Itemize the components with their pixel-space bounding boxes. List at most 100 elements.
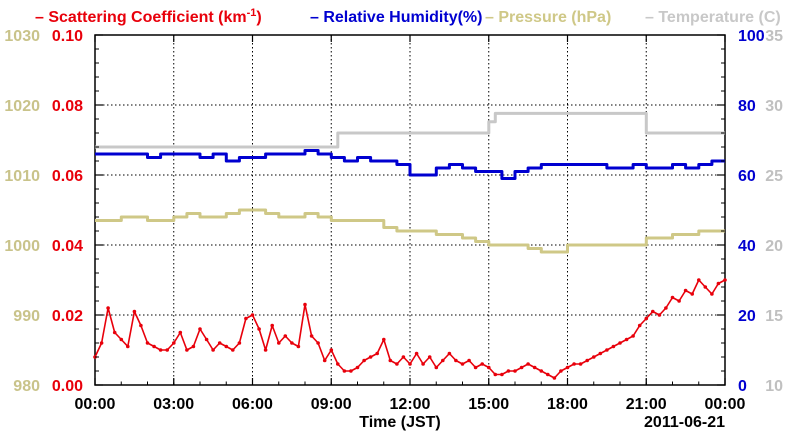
scattering-point [112, 330, 117, 335]
scattering-axis-tick-label: 0.06 [52, 168, 83, 185]
scattering-point [145, 341, 150, 345]
temperature-series [95, 111, 725, 149]
scattering-point [539, 369, 544, 373]
pressure-axis-tick-label: 1030 [4, 28, 40, 45]
scattering-point [578, 362, 583, 366]
scattering-point [270, 323, 275, 328]
scattering-point [565, 365, 570, 370]
humidity-axis-tick-label: 40 [738, 238, 756, 255]
scattering-point [559, 369, 563, 373]
scattering-point [532, 365, 537, 370]
scattering-point [158, 348, 163, 352]
scattering-point [546, 372, 550, 377]
scattering-point [165, 348, 169, 352]
scattering-point [191, 344, 196, 349]
plot-frame [94, 34, 726, 386]
temperature-series-line [95, 111, 725, 149]
scattering-point [316, 341, 320, 345]
scattering-point [290, 341, 294, 345]
humidity-series [95, 149, 725, 180]
scattering-point [388, 358, 393, 363]
scattering-point [592, 355, 596, 359]
scattering-point [513, 369, 517, 373]
pressure-axis-tick-label: 1020 [4, 98, 40, 115]
scattering-point [303, 302, 307, 307]
scattering-point [99, 341, 104, 345]
scattering-point [217, 341, 222, 345]
scattering-point [703, 285, 708, 289]
scattering-point [185, 348, 189, 352]
pressure-axis-tick-label: 980 [13, 378, 40, 395]
scattering-point [414, 351, 419, 356]
humidity-axis-tick-label: 20 [738, 308, 756, 325]
scattering-point [460, 362, 465, 366]
scattering-point [519, 365, 524, 370]
scattering-point [408, 362, 412, 366]
pressure-series [95, 208, 725, 254]
scattering-point [139, 323, 143, 328]
pressure-axis-tick-label: 990 [13, 308, 40, 325]
scattering-point [211, 348, 215, 352]
scattering-point [204, 337, 209, 342]
scattering-point [178, 330, 183, 335]
scattering-point [480, 362, 485, 366]
scattering-axis-tick-label: 0.00 [52, 378, 83, 395]
scattering-axis-tick-label: 0.02 [52, 308, 83, 325]
scattering-point [309, 334, 314, 338]
x-tick-label: 03:00 [153, 396, 194, 413]
scattering-point [395, 362, 399, 366]
humidity-axis-tick-label: 0 [738, 378, 747, 395]
temperature-axis-tick-label: 30 [765, 98, 783, 115]
scattering-point [172, 341, 176, 345]
scattering-point [342, 369, 347, 373]
scattering-point [237, 341, 242, 345]
humidity-axis-tick-label: 80 [738, 98, 756, 115]
scattering-point [132, 309, 137, 314]
scattering-point [585, 358, 589, 363]
scattering-point [119, 337, 124, 342]
scattering-point [447, 351, 452, 356]
scattering-point [224, 344, 229, 349]
scattering-point [362, 358, 366, 363]
legend: – Scattering Coefficient (km-1) – Relativ… [35, 7, 781, 26]
scattering-point [336, 362, 340, 366]
date-label: 2011-06-21 [644, 414, 725, 431]
scattering-point [421, 362, 425, 366]
scattering-point [506, 369, 511, 373]
temperature-axis-tick-label: 20 [765, 238, 783, 255]
scattering-point [637, 323, 642, 328]
temperature-axis-tick-label: 25 [765, 168, 783, 185]
scattering-point [349, 369, 353, 373]
scattering-point [611, 344, 616, 349]
pressure-series-line [95, 208, 725, 254]
scattering-point [572, 362, 576, 366]
scattering-point [683, 288, 688, 293]
scattering-point [152, 344, 156, 349]
scattering-point [106, 306, 110, 310]
x-tick-label: 15:00 [468, 396, 509, 413]
scattering-point [382, 337, 386, 342]
scattering-axis-tick-label: 0.10 [52, 28, 83, 45]
scattering-point [723, 278, 727, 282]
scattering-point [329, 348, 334, 352]
scattering-point [454, 358, 458, 363]
legend-item-scattering: – Scattering Coefficient (km-1) [35, 7, 262, 26]
scattering-point [552, 376, 557, 380]
scattering-point [710, 292, 714, 296]
x-tick-label: 18:00 [547, 396, 588, 413]
scattering-point [441, 358, 445, 363]
scattering-point [231, 348, 235, 352]
pressure-axis-tick-label: 1010 [4, 168, 40, 185]
scattering-point [375, 351, 380, 356]
scattering-point [277, 341, 281, 345]
scattering-point [618, 341, 622, 345]
scattering-point [467, 358, 471, 363]
scattering-point [401, 355, 406, 359]
scattering-point [368, 355, 373, 359]
scattering-point [631, 334, 635, 338]
temperature-axis-tick-label: 10 [765, 378, 783, 395]
scattering-point [677, 299, 681, 303]
scattering-point [473, 365, 478, 370]
scattering-point [244, 316, 248, 321]
scattering-point [250, 313, 255, 317]
